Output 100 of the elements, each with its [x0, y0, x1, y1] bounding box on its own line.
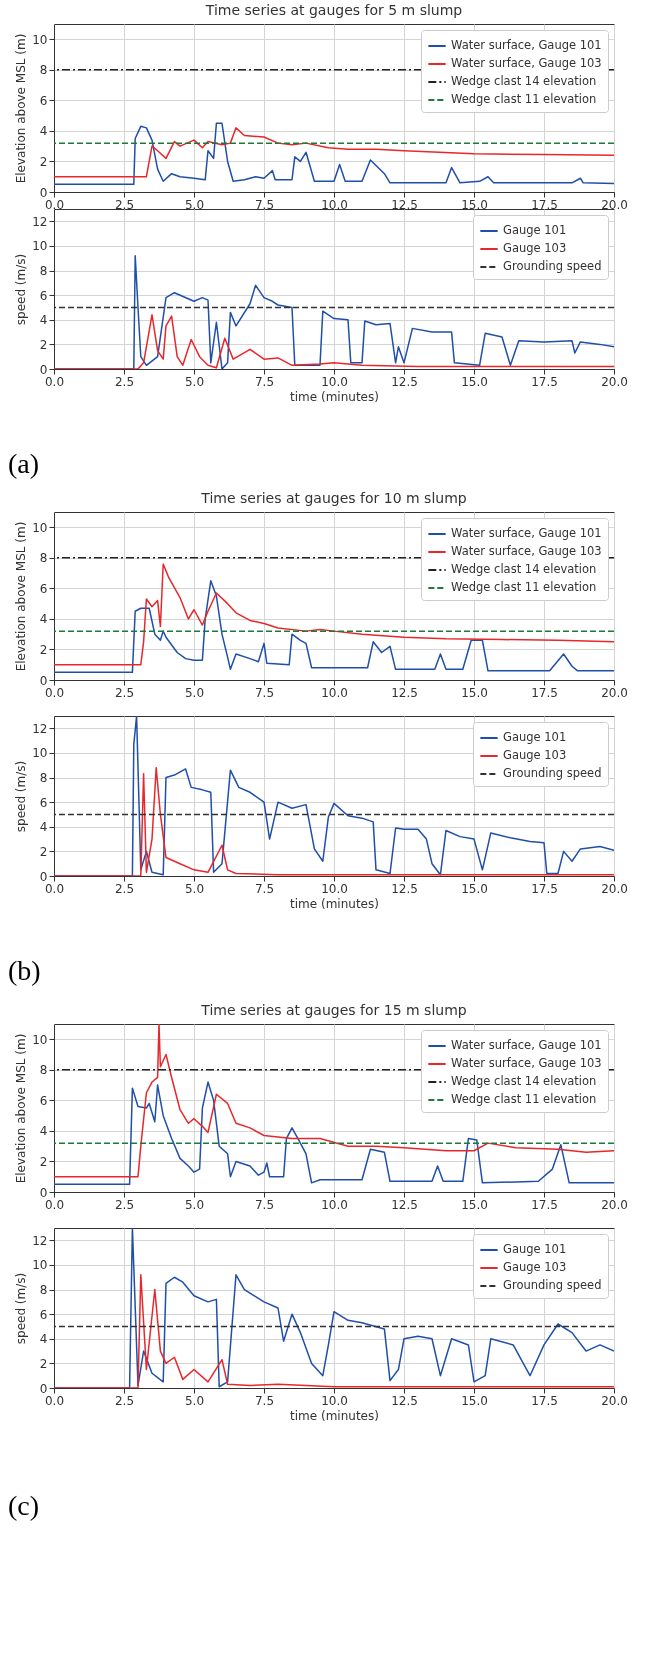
y-tick-label: 6	[39, 93, 48, 108]
y-tick-label: 6	[39, 1093, 48, 1108]
y-axis-title: speed (m/s)	[14, 1272, 29, 1345]
legend-label: Gauge 101	[503, 1242, 567, 1256]
x-tick-label: 15.0	[461, 374, 488, 389]
x-tick-label: 12.5	[391, 1393, 418, 1408]
legend-label: Wedge clast 11 elevation	[451, 580, 597, 594]
y-tick-label: 8	[39, 771, 48, 786]
y-tick-label: 0	[39, 1381, 48, 1396]
x-tick-label: 15.0	[461, 685, 488, 700]
legend-label: Gauge 103	[503, 748, 567, 762]
y-tick-label: 4	[39, 820, 48, 835]
y-tick-label: 6	[39, 1307, 48, 1322]
chart-title: Time series at gauges for 10 m slump	[200, 490, 467, 506]
y-tick-label: 2	[39, 1154, 48, 1169]
x-tick-label: 0.0	[44, 1197, 65, 1212]
legend-label: Water surface, Gauge 103	[451, 56, 602, 70]
x-tick-label: 2.5	[114, 374, 135, 389]
y-tick-label: 8	[39, 1063, 48, 1078]
y-tick-label: 10	[32, 1258, 48, 1273]
y-tick-label: 12	[32, 721, 48, 736]
legend-label: Water surface, Gauge 103	[451, 544, 602, 558]
y-tick-label: 12	[32, 214, 48, 229]
y-axis-title: speed (m/s)	[14, 760, 29, 833]
y-tick-label: 10	[32, 520, 48, 535]
y-axis-title: Elevation above MSL (m)	[14, 33, 29, 184]
legend-label: Gauge 103	[503, 241, 567, 255]
y-tick-label: 12	[32, 1233, 48, 1248]
y-axis-title: Elevation above MSL (m)	[14, 1033, 29, 1184]
x-tick-label: 17.5	[531, 1393, 558, 1408]
x-tick-label: 17.5	[531, 685, 558, 700]
chart-title: Time series at gauges for 15 m slump	[200, 1002, 467, 1018]
y-axis-title: speed (m/s)	[14, 253, 29, 326]
text: (c)	[8, 1490, 40, 1522]
y-tick-label: 2	[39, 337, 48, 352]
x-tick-label: 17.5	[531, 881, 558, 896]
x-tick-label: 15.0	[461, 1197, 488, 1212]
y-tick-label: 8	[39, 1283, 48, 1298]
x-tick-label: 7.5	[254, 197, 275, 212]
y-axis-title: Elevation above MSL (m)	[14, 521, 29, 672]
x-tick-label: 12.5	[391, 197, 418, 212]
x-tick-label: 5.0	[184, 1393, 205, 1408]
legend-label: Wedge clast 14 elevation	[451, 1074, 597, 1088]
x-axis-title: time (minutes)	[290, 896, 379, 911]
text: (b)	[8, 955, 41, 987]
x-tick-label: 2.5	[114, 1393, 135, 1408]
line-series	[54, 579, 614, 674]
x-tick-label: 2.5	[114, 1197, 135, 1212]
y-tick-label: 10	[32, 32, 48, 47]
x-tick-label: 2.5	[114, 197, 135, 212]
legend-label: Water surface, Gauge 101	[451, 1038, 602, 1052]
x-tick-label: 0.0	[44, 197, 65, 212]
legend-label: Gauge 101	[503, 223, 567, 237]
x-tick-label: 15.0	[461, 1393, 488, 1408]
x-tick-label: 12.5	[391, 374, 418, 389]
y-tick-label: 2	[39, 844, 48, 859]
x-tick-label: 10.0	[321, 685, 348, 700]
x-tick-label: 20.0	[601, 1197, 628, 1212]
x-tick-label: 17.5	[531, 197, 558, 212]
x-tick-label: 12.5	[391, 881, 418, 896]
legend-label: Water surface, Gauge 101	[451, 38, 602, 52]
y-tick-label: 8	[39, 551, 48, 566]
legend-label: Wedge clast 14 elevation	[451, 562, 597, 576]
x-tick-label: 2.5	[114, 881, 135, 896]
y-tick-label: 2	[39, 642, 48, 657]
x-tick-label: 7.5	[254, 1197, 275, 1212]
line-series	[54, 563, 614, 666]
x-tick-label: 12.5	[391, 1197, 418, 1212]
x-tick-label: 10.0	[321, 197, 348, 212]
y-tick-label: 4	[39, 313, 48, 328]
x-tick-label: 5.0	[184, 685, 205, 700]
x-tick-label: 10.0	[321, 374, 348, 389]
y-tick-label: 2	[39, 1356, 48, 1371]
y-tick-label: 0	[39, 869, 48, 884]
x-tick-label: 20.0	[601, 685, 628, 700]
chart-title: Time series at gauges for 5 m slump	[204, 2, 463, 18]
text: (a)	[8, 448, 40, 480]
y-tick-label: 4	[39, 124, 48, 139]
legend-label: Wedge clast 11 elevation	[451, 92, 597, 106]
y-tick-label: 6	[39, 795, 48, 810]
x-tick-label: 0.0	[44, 881, 65, 896]
x-tick-label: 7.5	[254, 685, 275, 700]
legend-label: Grounding speed	[503, 766, 602, 780]
legend-label: Gauge 101	[503, 730, 567, 744]
x-tick-label: 5.0	[184, 197, 205, 212]
legend-label: Water surface, Gauge 101	[451, 526, 602, 540]
x-tick-label: 5.0	[184, 1197, 205, 1212]
legend-label: Wedge clast 14 elevation	[451, 74, 597, 88]
y-tick-label: 10	[32, 239, 48, 254]
x-tick-label: 15.0	[461, 197, 488, 212]
y-tick-label: 8	[39, 264, 48, 279]
y-tick-label: 0	[39, 185, 48, 200]
y-tick-label: 4	[39, 612, 48, 627]
legend-label: Grounding speed	[503, 1278, 602, 1292]
line-series	[54, 127, 614, 178]
x-tick-label: 20.0	[601, 374, 628, 389]
x-axis-title: time (minutes)	[290, 389, 379, 404]
x-tick-label: 5.0	[184, 374, 205, 389]
y-tick-label: 0	[39, 1185, 48, 1200]
y-tick-label: 4	[39, 1332, 48, 1347]
